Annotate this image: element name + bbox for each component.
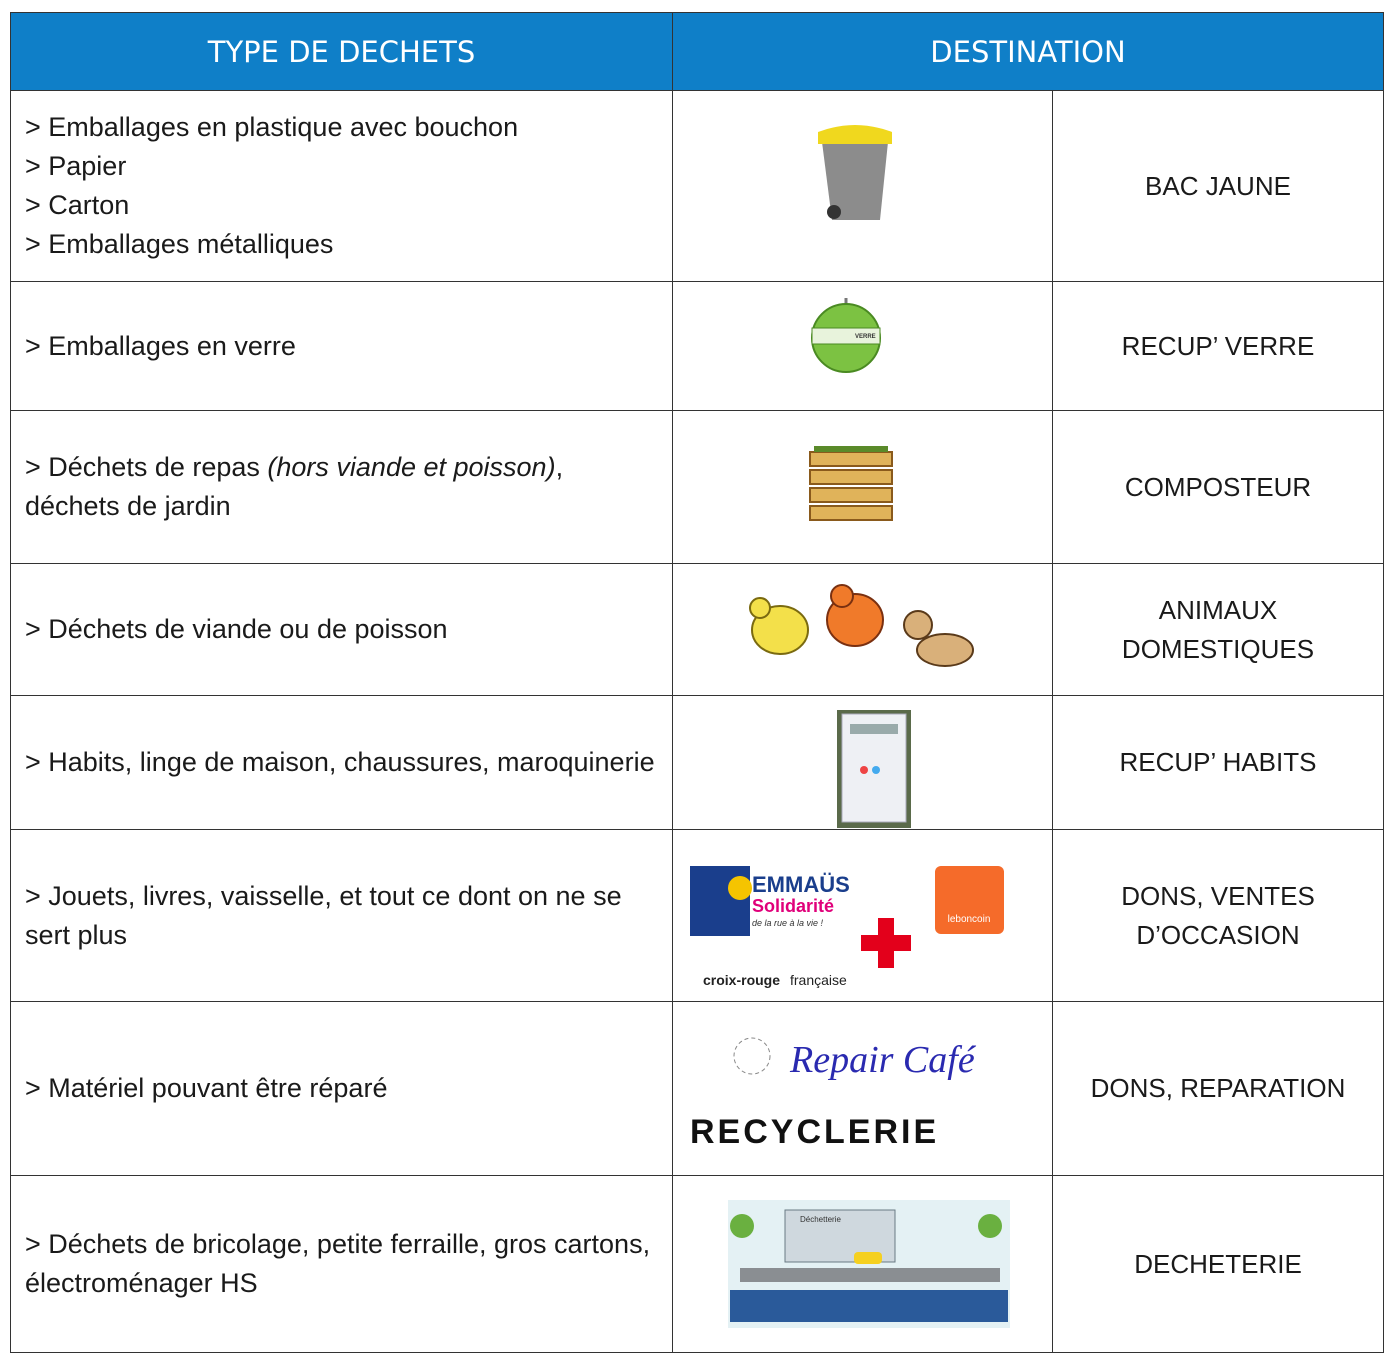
type-line: > Jouets, livres, vaisselle, et tout ce … (25, 880, 622, 950)
destination-line: DOMESTIQUES (1121, 633, 1315, 664)
type-cell: > Déchets de viande ou de poisson (10, 563, 673, 696)
image-cell (672, 1001, 1053, 1176)
destination-cell: DONS, VENTES D’OCCASION (1052, 829, 1384, 1002)
destination-text: RECUP’ HABITS (1120, 743, 1317, 782)
destination-line: RECUP’ VERRE (1121, 330, 1315, 361)
destination-text: DECHETERIE (1134, 1245, 1302, 1284)
type-text: > Jouets, livres, vaisselle, et tout ce … (25, 877, 662, 955)
type-cell: > Déchets de bricolage, petite ferraille… (10, 1175, 673, 1353)
destination-text: COMPOSTEUR (1125, 468, 1311, 507)
type-text: > Emballages en plastique avec bouchon > … (25, 108, 518, 264)
destination-line: DONS, REPARATION (1090, 1073, 1346, 1103)
image-cell (672, 695, 1053, 830)
header-text: TYPE DE DECHETS (207, 34, 476, 69)
type-cell: > Habits, linge de maison, chaussures, m… (10, 695, 673, 830)
type-cell: > Déchets de repas (hors viande et poiss… (10, 410, 673, 564)
type-line: > Déchets de repas (25, 452, 268, 482)
type-text: > Matériel pouvant être réparé (25, 1069, 387, 1108)
destination-text: BAC JAUNE (1145, 167, 1291, 206)
image-cell (672, 410, 1053, 564)
type-text: > Déchets de bricolage, petite ferraille… (25, 1225, 662, 1303)
type-line: (hors viande et poisson) (267, 452, 556, 482)
destination-line: DONS, VENTES (1121, 880, 1315, 911)
destination-text: RECUP’ VERRE (1122, 327, 1315, 366)
type-text: > Déchets de viande ou de poisson (25, 610, 448, 649)
header-cell: DESTINATION (672, 12, 1384, 91)
type-cell: > Emballages en plastique avec bouchon > … (10, 90, 673, 282)
type-line: > Emballages en plastique avec bouchon (25, 112, 519, 142)
type-text: > Déchets de repas (hors viande et poiss… (25, 448, 662, 526)
image-cell (672, 281, 1053, 411)
destination-cell: ANIMAUX DOMESTIQUES (1052, 563, 1384, 696)
destination-cell: DONS, REPARATION (1052, 1001, 1384, 1176)
type-cell: > Matériel pouvant être réparé (10, 1001, 673, 1176)
type-cell: > Jouets, livres, vaisselle, et tout ce … (10, 829, 673, 1002)
destination-cell: RECUP’ HABITS (1052, 695, 1384, 830)
destination-line: COMPOSTEUR (1124, 471, 1312, 502)
destination-cell: COMPOSTEUR (1052, 410, 1384, 564)
destination-text: DONS, REPARATION (1091, 1069, 1346, 1108)
type-line: > Emballages en verre (25, 330, 296, 361)
type-line: > Carton (25, 190, 130, 220)
image-cell (672, 829, 1053, 1002)
type-line: > Déchets de viande ou de poisson (25, 614, 448, 644)
destination-line: DECHETERIE (1134, 1248, 1302, 1279)
image-cell (672, 90, 1053, 282)
type-text: > Habits, linge de maison, chaussures, m… (25, 743, 655, 782)
destination-cell: DECHETERIE (1052, 1175, 1384, 1353)
destination-line: D’OCCASION (1136, 919, 1300, 950)
destination-line: ANIMAUX (1158, 594, 1278, 625)
destination-text: DONS, VENTES D’OCCASION (1121, 877, 1315, 955)
destination-line: RECUP’ HABITS (1119, 747, 1317, 777)
type-line: , déchets de jardin (25, 452, 564, 521)
type-line: > Emballages métalliques (25, 229, 334, 259)
destination-cell: RECUP’ VERRE (1052, 281, 1384, 411)
destination-cell: BAC JAUNE (1052, 90, 1384, 282)
image-cell (672, 1175, 1053, 1353)
header-text: DESTINATION (930, 34, 1126, 69)
type-line: > Habits, linge de maison, chaussures, m… (25, 747, 655, 777)
destination-text: ANIMAUX DOMESTIQUES (1122, 591, 1314, 669)
type-text: > Emballages en verre (25, 327, 296, 366)
type-line: > Déchets de bricolage, petite ferraille… (25, 1229, 651, 1298)
image-cell (672, 563, 1053, 696)
header-cell: TYPE DE DECHETS (10, 12, 673, 91)
type-line: > Matériel pouvant être réparé (25, 1073, 388, 1103)
type-line: > Papier (25, 151, 127, 181)
destination-line: BAC JAUNE (1145, 170, 1291, 201)
type-cell: > Emballages en verre (10, 281, 673, 411)
